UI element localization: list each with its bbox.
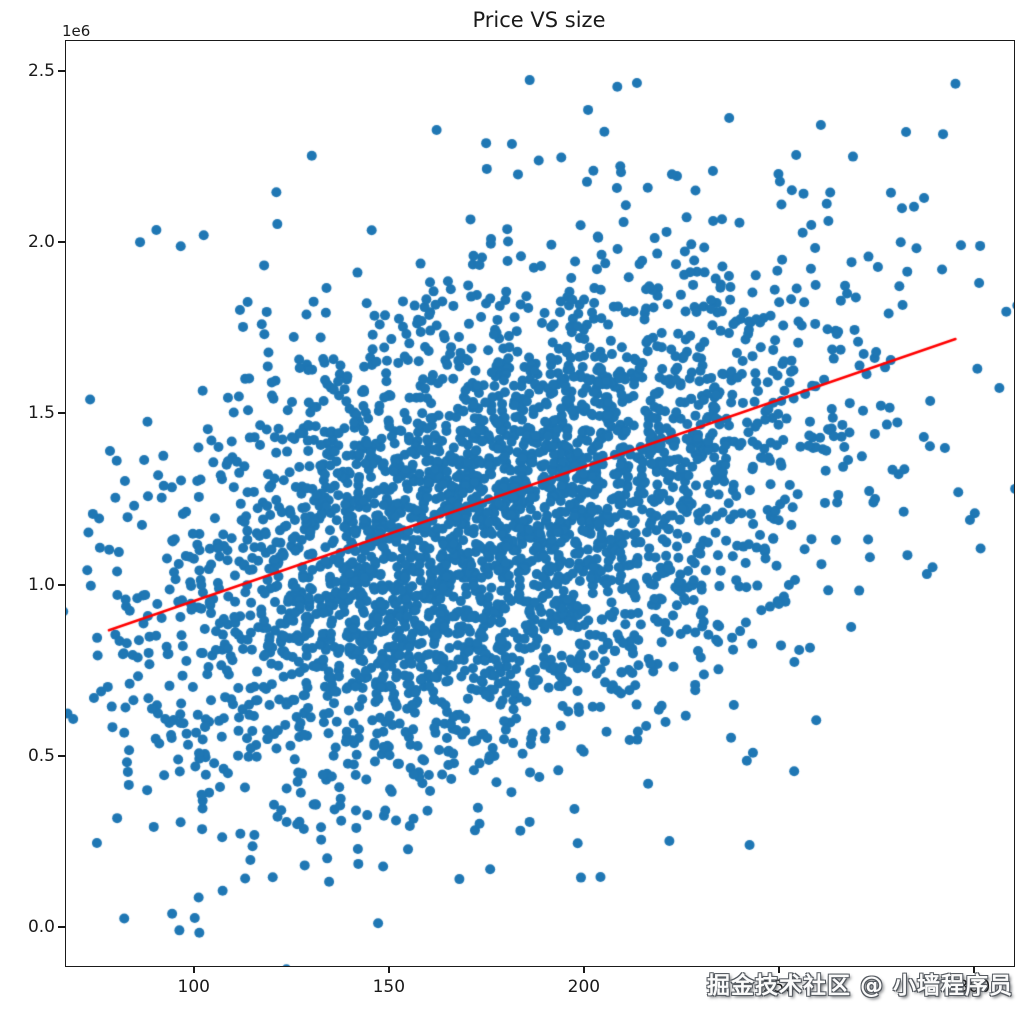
x-tick-label: 200	[567, 977, 601, 997]
y-tick-label: 0.5	[27, 746, 55, 767]
x-tick-mark	[582, 966, 585, 973]
y-tick-mark	[58, 412, 65, 415]
plot-area	[65, 40, 1015, 967]
y-axis-offset-label: 1e6	[62, 22, 91, 40]
y-tick-label: 2.5	[27, 60, 55, 81]
y-tick-mark	[58, 583, 65, 586]
y-tick-mark	[58, 926, 65, 929]
x-tick-mark	[192, 966, 195, 973]
scatter-canvas	[66, 41, 1014, 966]
x-tick-mark	[972, 966, 975, 973]
x-tick-mark	[777, 966, 780, 973]
y-tick-mark	[58, 241, 65, 244]
y-tick-mark	[58, 755, 65, 758]
x-tick-label: 150	[372, 977, 406, 997]
y-tick-mark	[58, 69, 65, 72]
x-tick-label: 300	[957, 977, 991, 997]
watermark: 掘金技术社区 @ 小墙程序员	[706, 973, 1013, 999]
x-tick-label: 250	[762, 977, 796, 997]
x-tick-label: 100	[177, 977, 210, 997]
y-tick-label: 1.0	[27, 574, 55, 595]
chart-title: Price VS size	[472, 8, 606, 32]
x-tick-mark	[387, 966, 390, 973]
y-tick-label: 0.0	[27, 917, 55, 938]
y-tick-label: 1.5	[27, 403, 55, 424]
y-tick-label: 2.0	[27, 232, 55, 253]
